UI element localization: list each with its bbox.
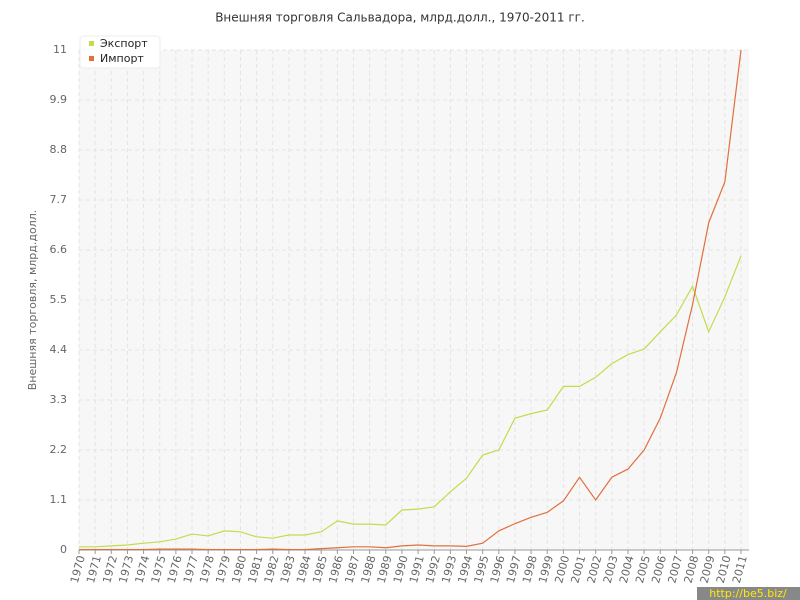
y-tick-label: 0 bbox=[60, 543, 67, 556]
y-tick-label: 5.5 bbox=[50, 293, 68, 306]
y-tick-label: 7.7 bbox=[50, 193, 68, 206]
y-tick-label: 1.1 bbox=[50, 493, 68, 506]
legend-swatch bbox=[89, 41, 94, 46]
y-tick-label: 4.4 bbox=[50, 343, 68, 356]
series-line bbox=[79, 255, 742, 548]
watermark-bg bbox=[697, 587, 800, 600]
chart-title: Внешняя торговля Сальвадора, млрд.долл.,… bbox=[215, 11, 585, 25]
y-tick-label: 11 bbox=[53, 43, 67, 56]
y-tick-label: 2.2 bbox=[50, 443, 68, 456]
legend-box bbox=[79, 35, 161, 69]
legend-swatch bbox=[89, 56, 94, 61]
y-tick-label: 3.3 bbox=[50, 393, 68, 406]
y-tick-label: 9.9 bbox=[50, 93, 68, 106]
legend-label: Экспорт bbox=[100, 37, 148, 50]
y-axis-label: Внешняя торговля, млрд.долл. bbox=[26, 210, 39, 391]
watermark: http://be5.biz/ bbox=[709, 587, 787, 600]
y-tick-label: 6.6 bbox=[50, 243, 68, 256]
plot-background bbox=[79, 50, 749, 550]
series-line bbox=[79, 49, 742, 551]
legend-label: Импорт bbox=[100, 52, 144, 65]
y-tick-label: 8.8 bbox=[50, 143, 68, 156]
